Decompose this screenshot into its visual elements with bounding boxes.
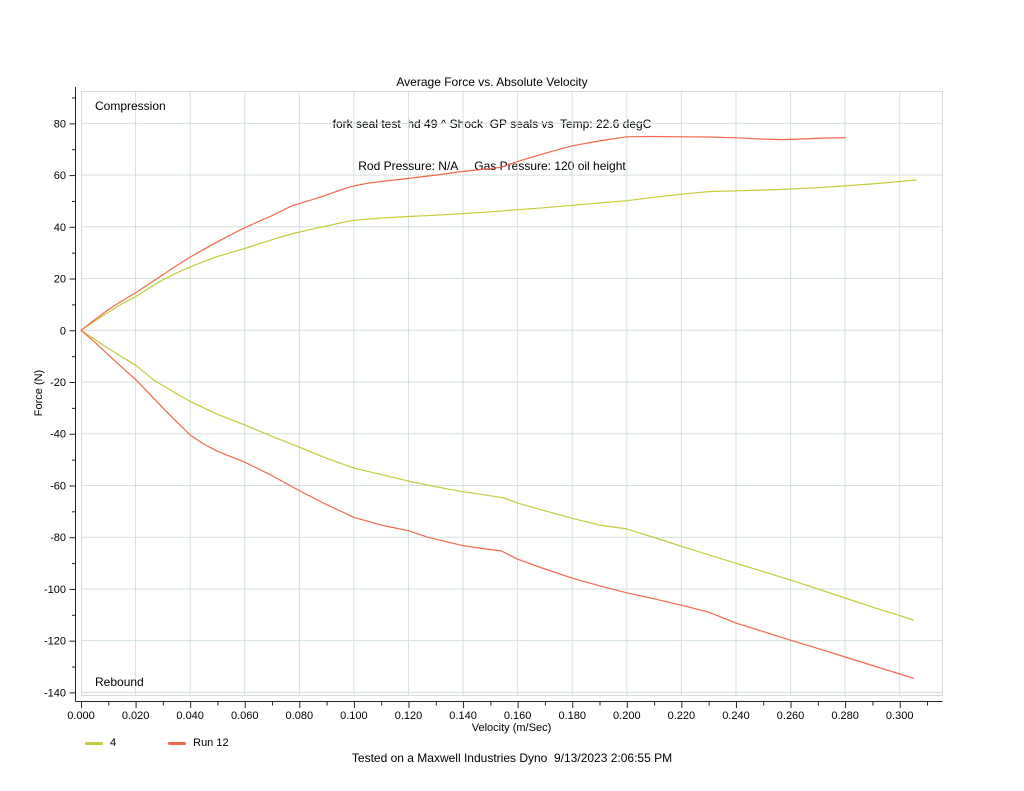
x-tick-label: 0.260 [777,710,805,722]
legend-label: Run 12 [193,737,229,749]
plot-border [81,91,943,696]
x-tick-label: 0.120 [395,710,423,722]
series-4-compression-line [80,179,917,331]
x-tick-label: 0.220 [668,710,696,722]
y-axis-title: Force (N) [33,370,45,416]
y-tick-label: -20 [50,377,66,389]
series-run-12-compression-line [80,135,846,331]
y-tick-label: -100 [44,584,66,596]
chart-subtitle-1: fork seal test hd 49 ^ Shock GP seals vs… [332,117,652,131]
x-tick-label: 0.020 [122,710,150,722]
y-tick-label: -140 [44,687,66,699]
y-tick-label: -80 [50,532,66,544]
x-tick-label: 0.300 [886,710,914,722]
legend-item-4: 4 [85,737,116,749]
region-label-compression: Compression [95,99,166,113]
legend-item-run-12: Run 12 [168,737,229,749]
x-tick-label: 0.240 [722,710,750,722]
region-label-rebound: Rebound [95,675,144,689]
y-tick-label: 40 [54,222,66,234]
x-tick-label: 0.000 [67,710,95,722]
footer-note: Tested on a Maxwell Industries Dyno 9/13… [351,751,673,765]
legend: 4 Run 12 [85,737,281,749]
x-axis-title: Velocity (m/Sec) [472,722,551,734]
chart-subtitle-2: Rod Pressure: N/A Gas Pressure: 120 oil … [358,159,626,173]
legend-label: 4 [110,737,117,749]
y-tick-label: 80 [54,118,66,130]
x-tick-label: 0.040 [176,710,204,722]
y-tick-label: -60 [50,480,66,492]
x-tick-label: 0.180 [558,710,586,722]
x-tick-label: 0.080 [286,710,314,722]
x-tick-label: 0.280 [831,710,859,722]
x-tick-label: 0.200 [613,710,641,722]
x-tick-label: 0.140 [449,710,477,722]
chart-title: Average Force vs. Absolute Velocity [396,75,588,89]
x-tick-label: 0.100 [340,710,368,722]
y-tick-label: -120 [44,636,66,648]
series-run-12-rebound-line [80,329,914,679]
chart-title-block: Average Force vs. Absolute Velocity fork… [0,47,984,201]
y-tick-label: 0 [60,325,66,337]
x-tick-label: 0.060 [231,710,259,722]
x-tick-label: 0.160 [504,710,532,722]
y-tick-label: 20 [54,274,66,286]
series-4-rebound-line [80,329,914,621]
y-tick-label: -40 [50,429,66,441]
legend-swatch-icon [85,741,103,745]
legend-swatch-icon [168,741,187,745]
y-tick-label: 60 [54,170,66,182]
